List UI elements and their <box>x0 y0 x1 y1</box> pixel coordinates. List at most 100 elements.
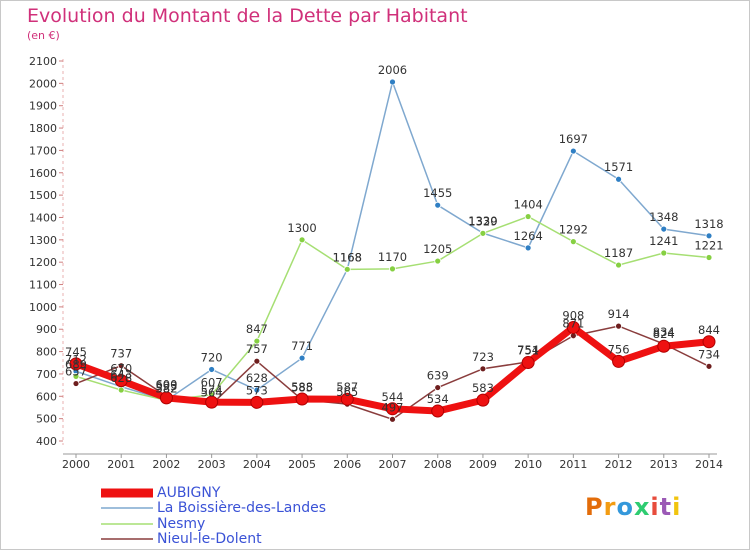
data-label: 639 <box>427 369 449 383</box>
x-tick-label: 2011 <box>559 458 587 471</box>
y-tick-label: 1800 <box>29 122 57 135</box>
data-label: 712 <box>65 352 87 366</box>
x-tick-label: 2000 <box>62 458 90 471</box>
data-point <box>159 391 173 405</box>
data-label: 745 <box>65 345 87 359</box>
data-label: 583 <box>472 381 494 395</box>
chart-title: Evolution du Montant de la Dette par Hab… <box>27 5 468 27</box>
data-label: 497 <box>382 400 404 414</box>
data-point <box>524 213 532 220</box>
data-point <box>705 362 713 370</box>
legend-item-aubigny: AUBIGNY <box>101 485 326 501</box>
y-tick-label: 2100 <box>29 55 57 68</box>
data-label: 720 <box>201 350 223 364</box>
data-label: 1318 <box>694 217 723 231</box>
data-point <box>117 386 125 394</box>
x-tick-label: 2008 <box>424 458 452 471</box>
data-label: 771 <box>291 339 313 353</box>
data-point <box>657 339 671 353</box>
x-tick-label: 2001 <box>107 458 135 471</box>
data-label: 534 <box>427 392 449 406</box>
data-label: 2006 <box>378 63 407 77</box>
data-label: 1221 <box>694 238 723 252</box>
data-point <box>615 261 622 269</box>
data-label: 737 <box>110 347 132 361</box>
data-label: 751 <box>517 344 539 358</box>
data-point <box>615 175 622 183</box>
data-label: 585 <box>291 381 313 395</box>
data-label: 582 <box>155 381 177 395</box>
legend-item-nieul: Nieul-le-Dolent <box>101 531 326 547</box>
y-tick-label: 1400 <box>29 211 57 224</box>
data-label: 565 <box>336 385 358 399</box>
x-tick-label: 2010 <box>514 458 542 471</box>
y-tick-label: 1500 <box>29 189 57 202</box>
data-label: 1300 <box>287 221 316 235</box>
data-label: 908 <box>562 308 584 322</box>
data-point <box>521 356 535 370</box>
data-point <box>431 404 445 418</box>
data-label: 834 <box>653 325 675 339</box>
data-point <box>476 393 490 407</box>
data-point <box>615 322 622 330</box>
x-tick-label: 2009 <box>469 458 497 471</box>
logo-letter: o <box>616 493 634 521</box>
data-label: 1292 <box>559 223 588 237</box>
data-label: 564 <box>201 385 223 399</box>
data-point <box>660 225 668 233</box>
data-point <box>298 236 306 244</box>
data-point <box>295 392 309 406</box>
logo-letter: x <box>633 493 651 521</box>
data-point <box>702 335 716 349</box>
legend-label: La Boissière-des-Landes <box>157 500 326 517</box>
x-tick-label: 2006 <box>333 458 361 471</box>
x-tick-label: 2003 <box>198 458 226 471</box>
legend-swatch-la-boissiere <box>101 507 153 509</box>
logo-letter: i <box>650 493 660 521</box>
data-point <box>705 232 713 240</box>
data-label: 1404 <box>514 198 543 212</box>
data-label: 754 <box>517 343 539 357</box>
chart-subtitle: (en €) <box>27 29 60 42</box>
y-tick-label: 400 <box>36 435 57 448</box>
logo-letter: t <box>659 493 673 521</box>
data-label: 574 <box>201 383 223 397</box>
data-point <box>208 366 216 373</box>
data-label: 756 <box>608 342 630 356</box>
x-tick-label: 2013 <box>650 458 678 471</box>
data-label: 1187 <box>604 246 633 260</box>
data-label: 643 <box>110 368 132 382</box>
data-label: 544 <box>382 390 404 404</box>
x-tick-label: 2007 <box>379 458 407 471</box>
y-tick-label: 1600 <box>29 167 57 180</box>
legend: AUBIGNY La Boissière-des-Landes Nesmy Ni… <box>101 485 326 547</box>
y-tick-label: 1300 <box>29 234 57 247</box>
logo-letter: P <box>585 493 604 521</box>
data-point <box>253 386 261 394</box>
y-tick-label: 900 <box>36 323 57 336</box>
legend-item-nesmy: Nesmy <box>101 516 326 532</box>
data-point <box>343 265 351 273</box>
data-point <box>340 392 354 406</box>
data-label: 582 <box>155 381 177 395</box>
data-point <box>205 395 219 409</box>
data-point <box>114 374 128 388</box>
data-point <box>434 384 442 391</box>
legend-item-la-boissiere: La Boissière-des-Landes <box>101 500 326 517</box>
y-tick-label: 700 <box>36 368 57 381</box>
data-label: 734 <box>698 347 720 361</box>
data-point <box>660 249 668 257</box>
data-label: 824 <box>653 327 675 341</box>
data-label: 1697 <box>559 132 588 146</box>
data-point <box>117 362 125 370</box>
data-label: 1170 <box>378 250 407 264</box>
data-label: 588 <box>291 380 313 394</box>
data-label: 757 <box>246 342 268 356</box>
data-label: 1330 <box>468 214 497 228</box>
data-point <box>389 415 396 423</box>
y-tick-label: 600 <box>36 390 57 403</box>
data-point <box>298 354 306 362</box>
y-tick-label: 1900 <box>29 100 57 113</box>
